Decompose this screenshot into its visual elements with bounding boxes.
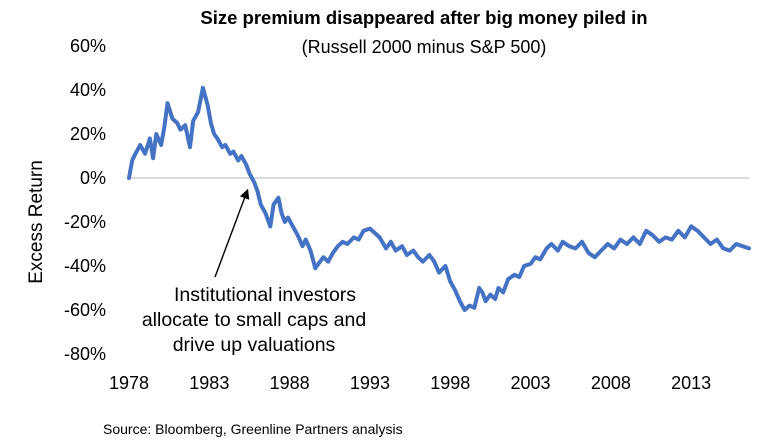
y-tick-label: 60% — [70, 36, 106, 56]
x-tick-label: 1983 — [189, 373, 229, 393]
x-tick-label: 1988 — [270, 373, 310, 393]
x-tick-label: 1978 — [109, 373, 149, 393]
y-tick-label: 20% — [70, 124, 106, 144]
y-tick-label: -20% — [64, 212, 106, 232]
y-tick-label: -60% — [64, 300, 106, 320]
annotation-line-3: drive up valuations — [173, 334, 336, 356]
x-tick-label: 2008 — [591, 373, 631, 393]
annotation-arrow — [214, 188, 250, 278]
series-layer — [127, 85, 751, 312]
x-tick-label: 1993 — [350, 373, 390, 393]
y-tick-label: 0% — [80, 168, 106, 188]
series-line-0 — [127, 85, 751, 312]
annotation-line-1: Institutional investors — [174, 284, 356, 306]
annotation-line-2: allocate to small caps and — [142, 309, 366, 331]
y-axis-ticks: 60% 40% 20% 0% -20% -40% -60% -80% — [64, 36, 106, 364]
chart-subtitle: (Russell 2000 minus S&P 500) — [302, 37, 547, 57]
y-tick-label: 40% — [70, 80, 106, 100]
y-tick-label: -80% — [64, 344, 106, 364]
y-tick-label: -40% — [64, 256, 106, 276]
x-tick-label: 2003 — [511, 373, 551, 393]
x-tick-label: 1998 — [430, 373, 470, 393]
x-tick-label: 2013 — [671, 373, 711, 393]
x-axis-ticks: 1978 1983 1988 1993 1998 2003 2008 2013 — [109, 373, 711, 393]
source-note: Source: Bloomberg, Greenline Partners an… — [103, 421, 403, 437]
chart-title: Size premium disappeared after big money… — [200, 7, 647, 28]
y-axis-label: Excess Return — [26, 160, 47, 284]
